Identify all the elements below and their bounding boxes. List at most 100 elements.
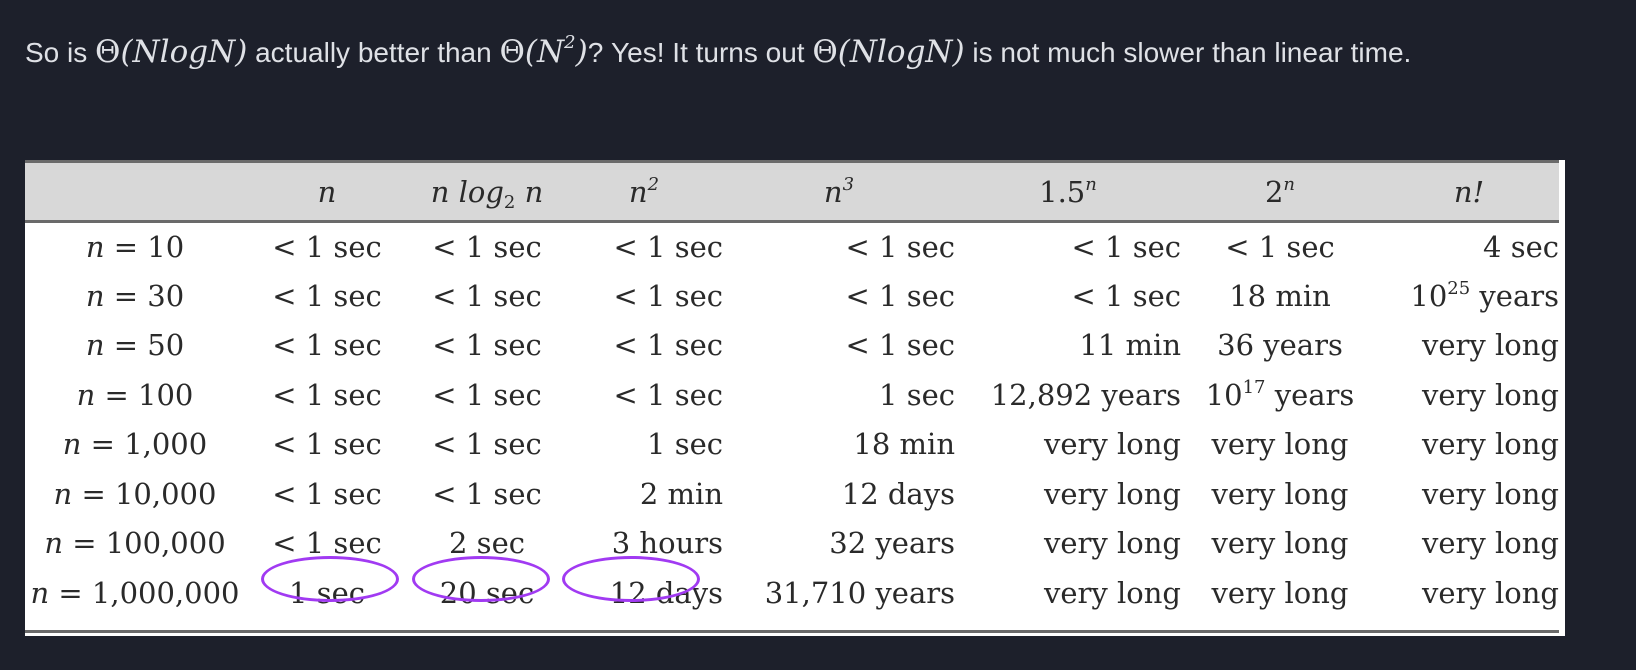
table-cell: very long [1422,328,1559,363]
table-cell: < 1 sec [1071,230,1181,264]
table-cell: very long [1044,526,1181,561]
header-superscript: n [1283,173,1296,195]
table-cell: very long [1211,526,1349,561]
header-tail: n [515,174,544,209]
cell-exponent: 25 [1447,277,1471,299]
table-cell: < 1 sec [613,230,723,264]
table-cell: < 1 sec [272,278,382,313]
table-cell: 4 sec [1483,230,1559,264]
table-cell: 1 sec [647,427,723,462]
table-cell: < 1 sec [272,230,382,264]
table-cell: 18 min [1229,278,1331,313]
table-cell: 2 min [639,476,723,511]
math-n-squared: Θ(N2) [499,32,588,71]
table-cell: < 1 sec [613,328,723,363]
highlight-circle-n [261,556,399,602]
header-base: 1.5 [1039,174,1086,209]
table-cell: very long [1044,427,1181,462]
table-row: n = 1,000 < 1 sec < 1 sec 1 sec 18 min very l… [25,420,1559,470]
math-nlogn-1: Θ(NlogN) [95,34,247,70]
row-label: n = 10,000 [53,476,217,511]
math-nlogn-2: Θ(NlogN) [812,34,964,70]
table-cell: very long [1422,526,1559,561]
header-base: n [317,174,337,209]
intro-text-2: actually better than [247,37,500,68]
table-cell: very long [1422,377,1559,412]
table-cell: < 1 sec [272,328,382,363]
table-cell: < 1 sec [272,377,382,412]
table-row: n = 50 < 1 sec < 1 sec < 1 sec < 1 sec 11 min… [25,321,1559,371]
header-n: n [245,160,409,223]
table-cell: 31,710 years [764,575,955,610]
header-empty [25,160,245,223]
table-cell: < 1 sec [613,278,723,313]
math-close: ) [575,34,588,70]
table-cell: 3 hours [611,526,723,561]
table-row: n = 10 < 1 sec < 1 sec < 1 sec < 1 sec < 1 se… [25,222,1559,272]
table-cell: < 1 sec [272,427,382,462]
header-base: n log [430,174,504,209]
table-row: n = 30 < 1 sec < 1 sec < 1 sec < 1 sec < 1 se… [25,271,1559,321]
table-cell: < 1 sec [432,230,542,264]
header-n-squared: n2 [565,160,723,223]
table-cell: very long [1211,476,1349,511]
header-superscript: 2 [647,173,660,195]
intro-paragraph: So is Θ(NlogN) actually better than Θ(N2… [25,25,1595,80]
header-2-pow-n: 2n [1181,160,1379,223]
table-cell: very long [1044,476,1181,511]
table-cell: < 1 sec [272,526,382,561]
header-n-factorial: n! [1379,160,1559,223]
table-row: n = 10,000 < 1 sec < 1 sec 2 min 12 days very… [25,469,1559,519]
math-body: (N [524,34,565,70]
theta-symbol: Θ [499,34,525,70]
table-row: n = 100,000 < 1 sec 2 sec 3 hours 32 years ve… [25,519,1559,569]
table-cell: < 1 sec [1071,278,1181,313]
header-superscript: n [1085,173,1097,195]
table-cell: < 1 sec [432,476,542,511]
table-cell: < 1 sec [272,476,382,511]
table-cell: < 1 sec [845,278,955,313]
math-exponent: 2 [564,32,576,53]
table-cell: 36 years [1217,328,1343,363]
table-cell: 2 sec [449,526,525,561]
table-cell: 1017 years [1205,376,1355,412]
math-body: (NlogN) [120,34,248,70]
table-cell: < 1 sec [613,377,723,412]
row-label: n = 100 [76,377,194,412]
intro-text-3: ? Yes! It turns out [587,37,813,68]
row-label: n = 30 [85,278,185,313]
table-cell: 1025 years [1410,277,1559,313]
row-label: n = 1,000 [62,427,208,462]
table-cell: < 1 sec [1225,230,1335,264]
table-cell: 1 sec [879,377,955,412]
table-cell: 11 min [1079,328,1181,363]
header-subscript: 2 [503,191,516,213]
table-cell: very long [1211,427,1349,462]
table-cell: 18 min [853,427,955,462]
header-superscript: 3 [842,173,855,195]
intro-text-4: is not much slower than linear time. [964,37,1412,68]
header-base: 2 [1264,174,1284,209]
header-base: n [823,174,843,209]
table-cell: < 1 sec [432,278,542,313]
table-row: n = 100 < 1 sec < 1 sec < 1 sec 1 sec 12,892 … [25,370,1559,420]
intro-text-1: So is [25,37,96,68]
row-label: n = 100,000 [44,526,226,561]
highlight-circle-n-squared [562,556,700,602]
table-cell: 12,892 years [990,377,1181,412]
table-cell: very long [1211,575,1349,610]
theta-symbol: Θ [812,34,838,70]
table-bottom-rule [25,630,1559,633]
table-cell: very long [1422,575,1559,610]
header-1-5-pow-n: 1.5n [955,160,1181,223]
math-body: (NlogN) [837,34,965,70]
table-cell: < 1 sec [432,328,542,363]
header-base: n! [1453,174,1485,209]
theta-symbol: Θ [95,34,121,70]
header-n-cubed: n3 [723,160,955,223]
table-cell: < 1 sec [432,377,542,412]
table-row: n = 1,000,000 1 sec 20 sec 12 days 31,710 ye… [25,568,1559,618]
